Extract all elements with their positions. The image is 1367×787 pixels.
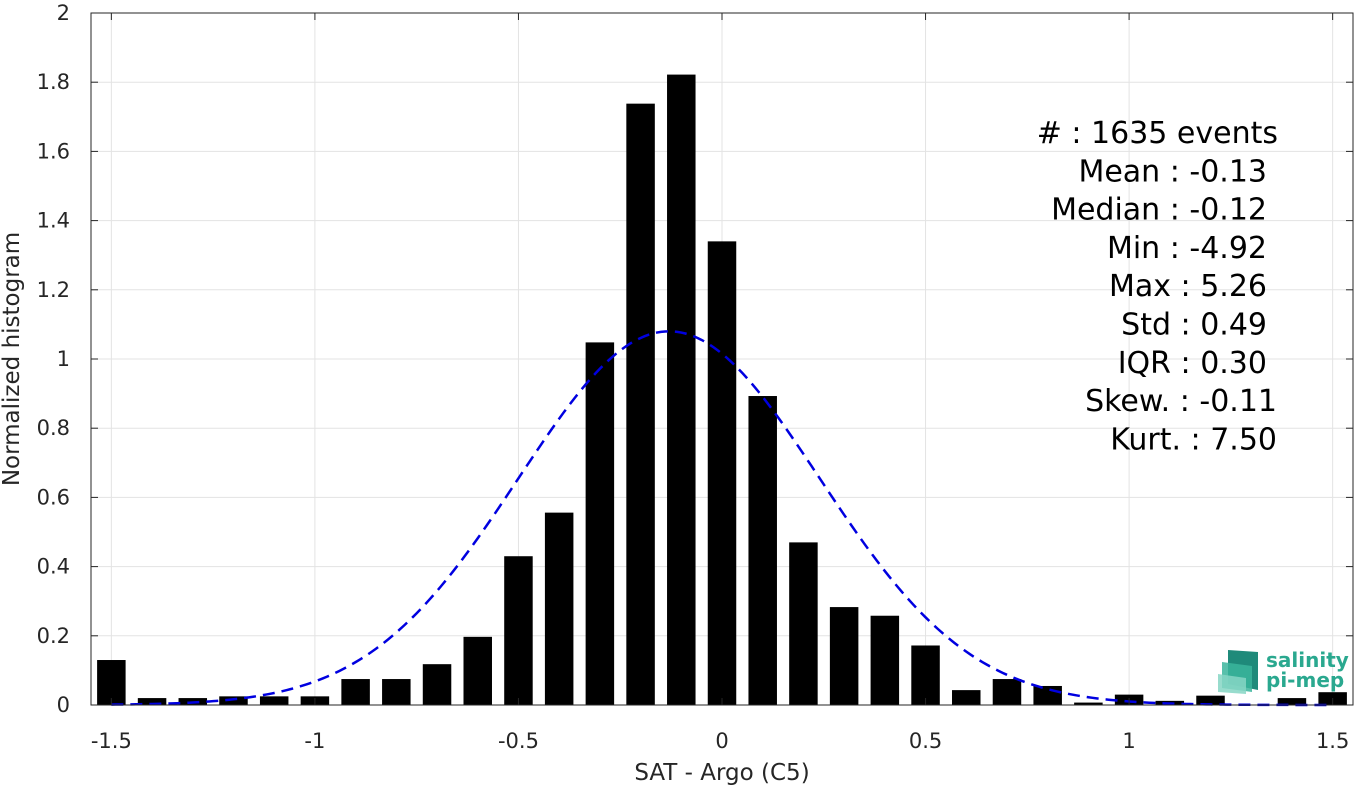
y-tick-label: 1.8 <box>37 70 70 94</box>
logo-line-2: pi-mep <box>1266 668 1344 692</box>
x-tick-label: 1 <box>1122 729 1135 753</box>
histogram-bar <box>585 342 615 705</box>
y-axis-ticks: 0 0.2 0.4 0.6 0.8 1 1.2 1.4 1.6 1.8 2 <box>37 1 1353 717</box>
histogram-bar <box>97 660 126 705</box>
histogram-bar <box>504 556 533 705</box>
logo-mark-icon <box>1218 650 1258 694</box>
y-tick-label: 0.2 <box>37 624 70 648</box>
histogram-bar <box>667 74 696 705</box>
histogram-bar <box>1033 685 1062 705</box>
histogram-bar <box>952 690 981 705</box>
histogram-bar <box>544 512 574 705</box>
histogram-bar <box>259 696 289 705</box>
x-tick-label: 0.5 <box>909 729 942 753</box>
histogram-bar <box>870 615 900 705</box>
bars-group <box>97 74 1347 706</box>
salinity-pi-mep-logo: salinity pi-mep <box>1218 648 1349 694</box>
histogram-bar <box>789 542 818 705</box>
histogram-bar <box>1074 702 1103 705</box>
histogram-bar <box>137 698 167 705</box>
stat-line: Skew. : -0.11 <box>1085 384 1277 419</box>
histogram-bar <box>748 396 777 705</box>
histogram-bar <box>219 696 248 705</box>
logo-line-1: salinity <box>1266 648 1349 672</box>
y-tick-label: 1.2 <box>37 278 70 302</box>
stat-line: Mean : -0.13 <box>1078 154 1267 189</box>
histogram-bar <box>463 636 492 705</box>
histogram-bar <box>911 645 940 705</box>
histogram-bar <box>829 607 859 705</box>
x-tick-label: 1.5 <box>1316 729 1349 753</box>
histogram-bar <box>422 664 452 705</box>
histogram-bar <box>992 679 1022 705</box>
y-tick-label: 0.8 <box>37 416 70 440</box>
x-tick-label: 0 <box>715 729 728 753</box>
histogram-bar <box>626 103 655 706</box>
y-tick-label: 0.6 <box>37 485 70 509</box>
y-tick-label: 1.4 <box>37 209 70 233</box>
x-tick-label: -0.5 <box>498 729 539 753</box>
stat-line: Kurt. : 7.50 <box>1110 422 1277 457</box>
histogram-bar <box>1277 698 1307 705</box>
histogram-bar <box>341 679 370 705</box>
stat-line: Median : -0.12 <box>1051 193 1267 228</box>
histogram-bar <box>382 679 411 705</box>
x-axis-label: SAT - Argo (C5) <box>634 760 809 786</box>
x-axis-ticks: -1.5 -1 -0.5 0 0.5 1 1.5 <box>91 13 1349 753</box>
stat-line: Min : -4.92 <box>1107 231 1267 266</box>
y-tick-label: 1.6 <box>37 139 70 163</box>
y-tick-label: 2 <box>57 1 70 25</box>
y-tick-label: 0 <box>57 693 70 717</box>
histogram-bar <box>707 241 737 706</box>
stat-line: Max : 5.26 <box>1109 269 1267 304</box>
y-axis-label: Normalized histogram <box>0 232 25 486</box>
y-tick-label: 1 <box>57 347 70 371</box>
x-tick-label: -1.5 <box>91 729 132 753</box>
x-tick-label: -1 <box>304 729 325 753</box>
y-tick-label: 0.4 <box>37 555 70 579</box>
stat-line: # : 1635 events <box>1037 116 1278 151</box>
stat-line: Std : 0.49 <box>1121 308 1267 343</box>
histogram-bar <box>1196 695 1225 705</box>
stat-line: IQR : 0.30 <box>1118 346 1267 381</box>
